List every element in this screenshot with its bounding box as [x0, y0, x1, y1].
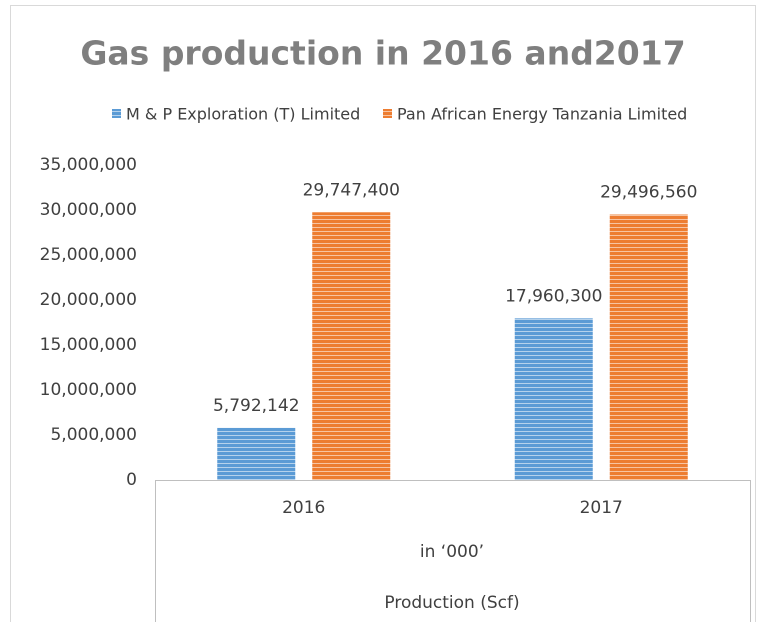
- x-tick-label: 2017: [580, 498, 623, 518]
- legend-swatch: [112, 109, 121, 118]
- data-label: 29,747,400: [303, 180, 400, 200]
- bar: [217, 427, 296, 480]
- bar: [312, 212, 391, 480]
- legend-label: Pan African Energy Tanzania Limited: [397, 105, 687, 124]
- legend-label: M & P Exploration (T) Limited: [126, 105, 360, 124]
- x-tick-label: 2016: [282, 498, 325, 518]
- y-tick-label: 20,000,000: [40, 290, 137, 310]
- y-tick-label: 30,000,000: [40, 200, 137, 220]
- data-label: 17,960,300: [505, 286, 602, 306]
- bar: [609, 214, 688, 481]
- legend-swatch: [383, 109, 392, 118]
- y-tick-label: 25,000,000: [40, 245, 137, 265]
- y-tick-label: 0: [126, 470, 137, 490]
- chart-title: Gas production in 2016 and2017: [80, 34, 685, 73]
- y-tick-label: 10,000,000: [40, 380, 137, 400]
- x-axis-label: Production (Scf): [384, 593, 519, 613]
- data-label: 5,792,142: [213, 396, 300, 416]
- category-group-label: in ‘000’: [420, 542, 484, 562]
- data-label: 29,496,560: [600, 183, 697, 203]
- bar: [514, 318, 593, 480]
- y-tick-label: 35,000,000: [40, 155, 137, 175]
- y-tick-label: 15,000,000: [40, 335, 137, 355]
- y-tick-label: 5,000,000: [50, 425, 137, 445]
